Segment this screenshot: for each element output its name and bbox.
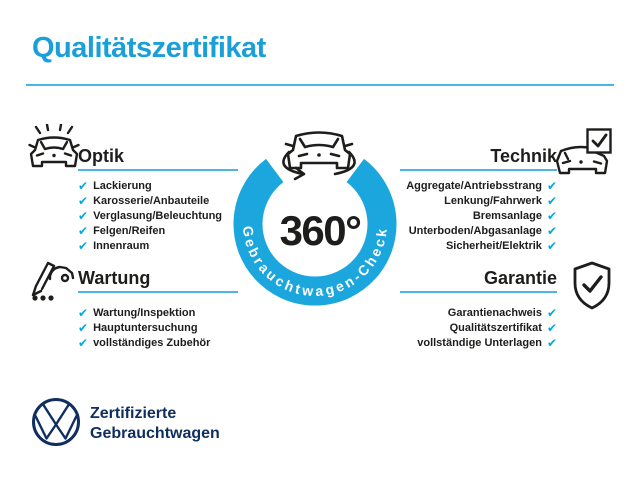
optik-checklist: ✔ Lackierung ✔ Karosserie/Anbauteile ✔ Verg…	[78, 178, 222, 253]
checklist-item: Qualitätszertifikat ✔	[357, 320, 557, 335]
checklist-item: Lenkung/Fahrwerk ✔	[357, 193, 557, 208]
checklist-item-label: Felgen/Reifen	[93, 224, 166, 237]
checklist-item: ✔ Hauptuntersuchung	[78, 320, 210, 335]
checklist-item-label: Unterboden/Abgasanlage	[408, 224, 542, 237]
vw-logo	[32, 398, 80, 446]
garantie-checklist: Garantienachweis ✔ Qualitätszertifikat ✔ v…	[357, 305, 557, 350]
checklist-item-label: Hauptuntersuchung	[93, 321, 198, 334]
check-icon: ✔	[78, 208, 89, 223]
360-check-emblem: Gebrauchtwagen-Check 360°	[233, 131, 397, 306]
car-shine-icon	[28, 124, 80, 168]
checklist-item-label: vollständiges Zubehör	[93, 336, 211, 349]
checklist-item-label: Lackierung	[93, 179, 152, 192]
check-icon: ✔	[546, 178, 557, 193]
check-icon: ✔	[78, 305, 89, 320]
header-divider	[26, 84, 614, 86]
check-icon: ✔	[78, 223, 89, 238]
check-icon: ✔	[546, 223, 557, 238]
section-heading-garantie: Garantie	[483, 268, 557, 288]
checklist-item: ✔ Felgen/Reifen	[78, 223, 222, 238]
check-icon: ✔	[546, 320, 557, 335]
shield-check-icon	[573, 261, 611, 310]
checklist-item-label: Garantienachweis	[447, 306, 542, 319]
checklist-item: ✔ Verglasung/Beleuchtung	[78, 208, 222, 223]
checklist-item: ✔ Lackierung	[78, 178, 222, 193]
checklist-item-label: Karosserie/Anbauteile	[93, 194, 210, 207]
checklist-item: Unterboden/Abgasanlage ✔	[357, 223, 557, 238]
checklist-item: Garantienachweis ✔	[357, 305, 557, 320]
checklist-item-label: Verglasung/Beleuchtung	[93, 209, 223, 222]
brand-claim: Zertifizierte Gebrauchtwagen	[90, 404, 220, 444]
section-heading-wartung: Wartung	[78, 268, 151, 288]
car-rotate-icon	[282, 131, 356, 181]
checklist-item-label: Sicherheit/Elektrik	[445, 239, 542, 252]
checklist-item: vollständige Unterlagen ✔	[357, 335, 557, 350]
checklist-item: ✔ Karosserie/Anbauteile	[78, 193, 222, 208]
section-rule-optik	[78, 169, 238, 171]
section-heading-optik: Optik	[78, 146, 125, 166]
check-icon: ✔	[546, 335, 557, 350]
checklist-item: ✔ Wartung/Inspektion	[78, 305, 210, 320]
checklist-item: Aggregate/Antriebsstrang ✔	[357, 178, 557, 193]
degree-label: 360°	[280, 207, 361, 254]
brand-line-2: Gebrauchtwagen	[90, 425, 220, 442]
checklist-item-label: Aggregate/Antriebsstrang	[406, 179, 542, 192]
section-heading-technik: Technik	[490, 146, 557, 166]
checklist-item: Bremsanlage ✔	[357, 208, 557, 223]
wartung-checklist: ✔ Wartung/Inspektion ✔ Hauptuntersuchung ✔…	[78, 305, 210, 350]
section-rule-wartung	[78, 291, 238, 293]
technik-checklist: Aggregate/Antriebsstrang ✔ Lenkung/Fahrwe…	[357, 178, 557, 253]
check-icon: ✔	[78, 238, 89, 253]
section-rule-technik	[400, 169, 557, 171]
checklist-pen-icon	[31, 261, 75, 301]
brand-line-1: Zertifizierte	[90, 405, 177, 422]
check-icon: ✔	[546, 305, 557, 320]
check-icon: ✔	[78, 193, 89, 208]
checklist-item-label: Lenkung/Fahrwerk	[444, 194, 542, 207]
checklist-item-label: vollständige Unterlagen	[417, 336, 542, 349]
section-rule-garantie	[400, 291, 557, 293]
checklist-item: ✔ vollständiges Zubehör	[78, 335, 210, 350]
check-icon: ✔	[78, 335, 89, 350]
checklist-item: Sicherheit/Elektrik ✔	[357, 238, 557, 253]
check-icon: ✔	[546, 208, 557, 223]
ring-arc	[233, 158, 397, 306]
checklist-item-label: Qualitätszertifikat	[449, 321, 542, 334]
checklist-item-label: Wartung/Inspektion	[93, 306, 196, 319]
check-icon: ✔	[78, 178, 89, 193]
check-icon: ✔	[546, 193, 557, 208]
checklist-item-label: Innenraum	[93, 239, 150, 252]
car-checkbox-icon	[555, 128, 612, 175]
page-title: Qualitätszertifikat	[32, 32, 266, 64]
checklist-item: ✔ Innenraum	[78, 238, 222, 253]
checklist-item-label: Bremsanlage	[472, 209, 542, 222]
check-icon: ✔	[78, 320, 89, 335]
check-icon: ✔	[546, 238, 557, 253]
